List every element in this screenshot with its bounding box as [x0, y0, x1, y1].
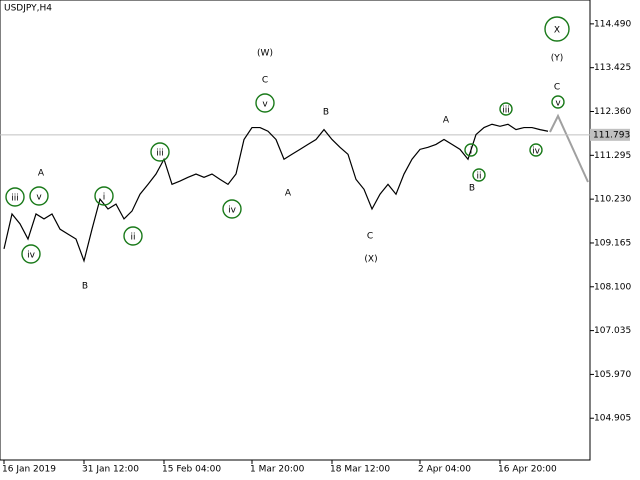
wave-circle [21, 244, 41, 264]
y-tick-label: 111.295 [594, 151, 631, 161]
wave-circle [529, 143, 543, 157]
wave-circle [464, 143, 478, 157]
x-tick-label: 1 Mar 20:00 [250, 465, 305, 475]
y-tick-label: 110.230 [594, 195, 631, 205]
wave-circle [123, 226, 143, 246]
current-price-box [590, 128, 630, 141]
chart-title: USDJPY,H4 [4, 4, 52, 14]
wave-label: ii [130, 233, 135, 243]
x-tick-label: 31 Jan 12:00 [82, 465, 139, 475]
wave-label: iv [228, 206, 237, 216]
wave-label: iv [532, 147, 541, 157]
x-tick-label: 15 Feb 04:00 [162, 465, 221, 475]
y-tick-label: 107.035 [594, 326, 631, 336]
x-tick-label: 18 Mar 12:00 [330, 465, 390, 475]
wave-label: B [469, 184, 475, 194]
y-tick-label: 105.970 [594, 370, 631, 380]
x-tick-label: 16 Jan 2019 [2, 465, 56, 475]
wave-circle [255, 93, 275, 113]
wave-label: iii [156, 149, 164, 159]
wave-circle [472, 168, 486, 182]
wave-label: (Y) [551, 54, 564, 64]
wave-label: i [470, 147, 473, 157]
wave-label: X [554, 26, 560, 36]
wave-label: B [323, 108, 329, 118]
y-tick-label: 109.165 [594, 238, 631, 248]
wave-label: i [103, 193, 106, 203]
wave-label: v [555, 99, 561, 109]
wave-label: C [554, 83, 560, 93]
wave-circle [5, 187, 25, 207]
wave-label: v [262, 100, 268, 110]
wave-circle [499, 102, 513, 116]
forecast-path [549, 113, 589, 183]
wave-label: B [82, 282, 88, 292]
wave-label: iii [502, 106, 510, 116]
y-tick-label: 108.100 [594, 282, 631, 292]
y-tick-label: 104.905 [594, 414, 631, 424]
wave-circle [222, 199, 242, 219]
y-tick-label: 114.490 [594, 19, 631, 29]
x-tick-label: 16 Apr 20:00 [498, 465, 557, 475]
wave-label: (X) [364, 255, 377, 265]
y-tick-label: 112.360 [594, 107, 631, 117]
wave-circle [551, 95, 565, 109]
wave-label: C [262, 76, 268, 86]
wave-circle [150, 142, 170, 162]
wave-label: C [367, 232, 373, 242]
wave-label: A [443, 116, 450, 126]
price-line [3, 123, 549, 263]
wave-circle [544, 16, 570, 42]
wave-label: A [285, 189, 292, 199]
y-tick-label: 113.425 [594, 63, 631, 73]
current-price-label: 111.793 [593, 130, 630, 140]
plot-frame [0, 0, 591, 461]
wave-label: (W) [257, 49, 273, 59]
wave-label: v [36, 193, 42, 203]
wave-circle [29, 186, 49, 206]
wave-label: iv [27, 251, 36, 261]
x-tick-label: 2 Apr 04:00 [418, 465, 471, 475]
wave-circle [94, 186, 114, 206]
wave-label: ii [476, 172, 481, 182]
wave-label: iii [11, 194, 19, 204]
wave-label: A [38, 169, 45, 179]
